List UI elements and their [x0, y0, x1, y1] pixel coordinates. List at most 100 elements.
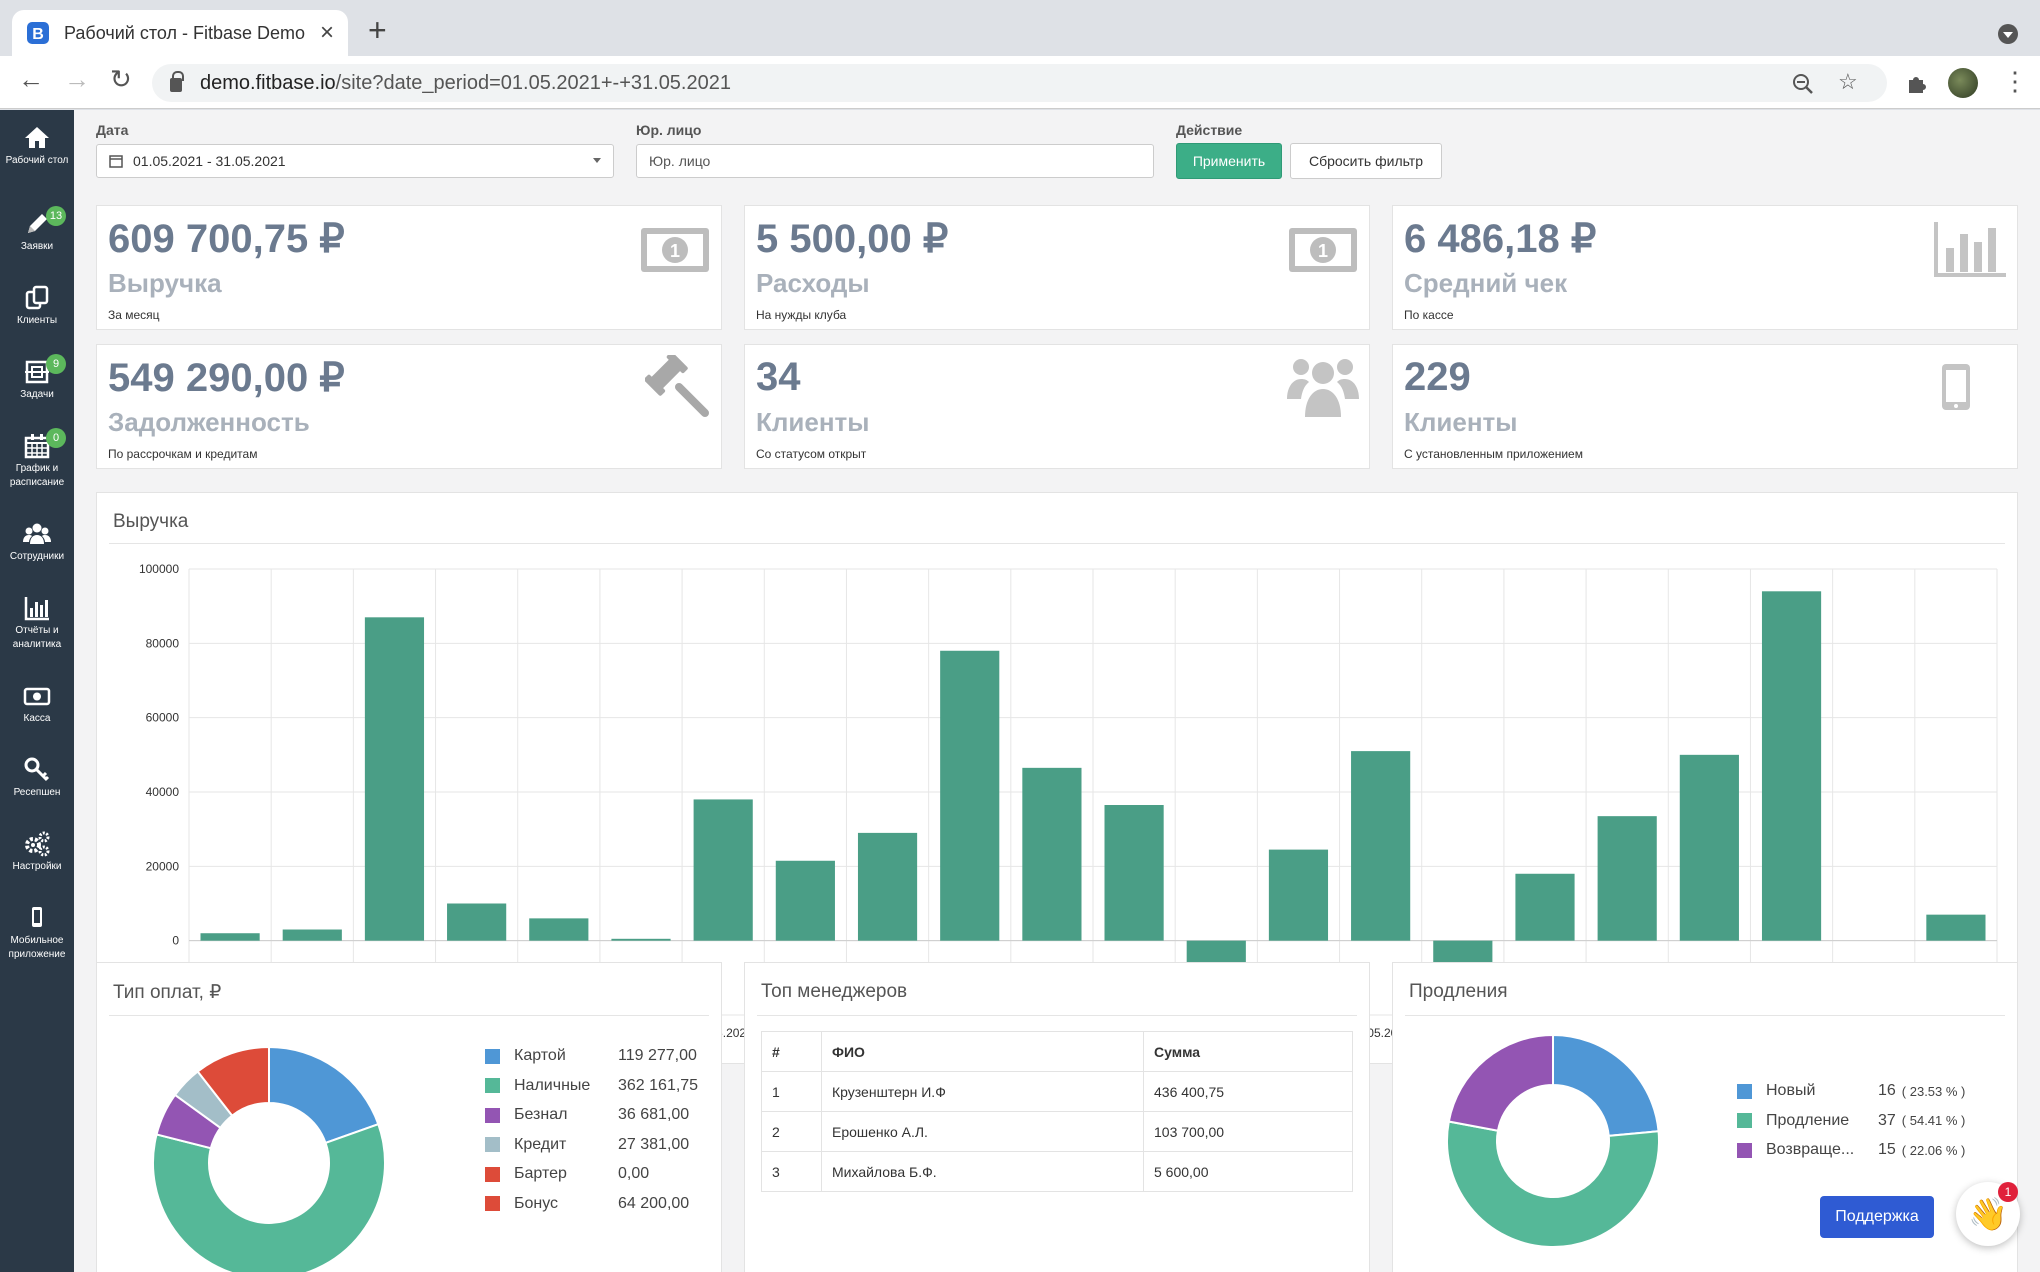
y-tick-label: 60000: [146, 711, 180, 725]
legend-label: Новый: [1766, 1082, 1816, 1099]
browser-tab[interactable]: B Рабочий стол - Fitbase Demo ×: [12, 10, 348, 56]
sidebar-item-requests[interactable]: Заявки 13: [0, 206, 74, 254]
pie-slice: [1447, 1033, 1554, 1132]
table-row: 2 Ерошенко А.Л. 103 700,00: [761, 1111, 1353, 1152]
key-icon: [24, 757, 50, 782]
kpi-label: Выручка: [108, 268, 222, 298]
action-label: Действие: [1176, 122, 1243, 138]
url-host: demo.fitbase.io: [200, 71, 336, 94]
legend-swatch: [485, 1078, 500, 1093]
legend-item[interactable]: Продление 37 ( 54.41 % ): [1737, 1108, 1965, 1134]
pie-slice: [1446, 1120, 1660, 1248]
sidebar-item-settings[interactable]: Настройки: [0, 830, 74, 874]
sidebar-badge: 9: [46, 354, 66, 374]
support-button[interactable]: Поддержка: [1820, 1196, 1934, 1238]
profile-avatar[interactable]: [1948, 68, 1978, 98]
legend-swatch: [1737, 1083, 1752, 1099]
gears-icon: [25, 831, 50, 857]
bookmark-star-icon[interactable]: ☆: [1838, 69, 1858, 94]
sidebar-item-cashbox[interactable]: Касса: [0, 682, 74, 726]
legend-item[interactable]: Возвраще... 15 ( 22.06 % ): [1737, 1137, 1965, 1163]
bar: [1926, 914, 1986, 941]
tab-search-icon[interactable]: [1998, 24, 2018, 44]
legend-label: Безнал: [514, 1106, 568, 1123]
zoom-icon[interactable]: [1792, 73, 1814, 95]
calendar-icon: [109, 155, 123, 168]
users-icon: [23, 523, 51, 544]
money-icon: [23, 687, 51, 706]
sidebar-item-label: Заявки: [20, 241, 54, 252]
sidebar-badge: 0: [46, 428, 66, 448]
bar-chart-icon: [1934, 222, 2006, 277]
bar-chart-icon: [24, 597, 49, 621]
sidebar-item-clients[interactable]: Клиенты: [0, 284, 74, 328]
divider: [109, 543, 2005, 544]
sidebar-item-label: Мобильное приложение: [8, 935, 66, 960]
divider: [757, 1015, 1357, 1016]
mobile-icon: [32, 907, 42, 927]
sidebar-item-dashboard[interactable]: Рабочий стол: [0, 124, 74, 168]
sidebar-item-reports[interactable]: Отчёты и аналитика: [0, 594, 74, 652]
legend-item[interactable]: Наличные 362 161,75: [485, 1073, 698, 1099]
back-icon[interactable]: ←: [18, 64, 44, 94]
legend-item[interactable]: Безнал 36 681,00: [485, 1102, 689, 1128]
kpi-card-clients-app: 229 Клиенты С установленным приложением: [1392, 344, 2018, 469]
payment-types-panel: Тип оплат, ₽ Картой 119 277,00 Наличные 362…: [96, 962, 722, 1272]
bar: [529, 918, 589, 941]
pie-slice: [196, 1045, 270, 1118]
sidebar-item-schedule[interactable]: График и расписание 0: [0, 428, 74, 490]
legend-item[interactable]: Бартер 0,00: [485, 1161, 649, 1187]
legend-percent: ( 54.41 % ): [1901, 1113, 1966, 1128]
table-row: 3 Михайлова Б.Ф. 5 600,00: [761, 1151, 1353, 1192]
extensions-icon[interactable]: [1906, 72, 1928, 94]
url-path: /site?date_period=01.05.2021+-+31.05.202…: [335, 71, 731, 94]
pie-slice: [268, 1045, 380, 1145]
table-header-row: # ФИО Сумма: [761, 1031, 1353, 1072]
sidebar-item-label: Рабочий стол: [5, 155, 69, 166]
divider: [1405, 1015, 2005, 1016]
kpi-subtitle: За месяц: [108, 308, 160, 322]
table-cell: 3: [761, 1151, 822, 1192]
browser-menu-icon[interactable]: ⋮: [2002, 66, 2028, 96]
kpi-label: Клиенты: [1404, 407, 1518, 437]
tab-close-icon[interactable]: ×: [319, 19, 334, 46]
legend-item[interactable]: Новый 16 ( 23.53 % ): [1737, 1078, 1965, 1104]
legend-label: Бартер: [514, 1165, 567, 1182]
legend-label: Картой: [514, 1047, 566, 1064]
forward-icon[interactable]: →: [64, 64, 90, 94]
reload-icon[interactable]: ↻: [110, 64, 132, 94]
chat-widget-button[interactable]: 👋 1: [1956, 1182, 2020, 1246]
address-bar[interactable]: demo.fitbase.io/site?date_period=01.05.2…: [152, 64, 1887, 102]
entity-input[interactable]: Юр. лицо: [636, 144, 1154, 178]
legend-value: 362 161,75: [618, 1076, 699, 1094]
legend-item[interactable]: Картой 119 277,00: [485, 1043, 697, 1069]
y-tick-label: 100000: [139, 562, 179, 576]
bar: [200, 933, 260, 941]
kpi-card-debt: 549 290,00 ₽ Задолженность По рассрочкам…: [96, 344, 722, 469]
mobile-icon: [1942, 364, 1970, 410]
date-range-picker[interactable]: 01.05.2021 - 31.05.2021: [96, 144, 614, 178]
legend-swatch: [485, 1196, 500, 1211]
sidebar-item-tasks[interactable]: Задачи 9: [0, 354, 74, 402]
sidebar-item-reception[interactable]: Ресепшен: [0, 756, 74, 800]
new-tab-button[interactable]: +: [368, 12, 387, 48]
tasks-icon: [25, 360, 49, 384]
kpi-label: Задолженность: [108, 407, 310, 437]
apply-button[interactable]: Применить: [1176, 143, 1282, 179]
kpi-label: Средний чек: [1404, 268, 1568, 298]
sidebar-item-label: График и расписание: [9, 463, 65, 488]
svg-text:B: B: [32, 26, 44, 43]
notification-badge: 1: [1998, 1182, 2018, 1202]
gavel-icon: [645, 355, 709, 417]
legend-item[interactable]: Кредит 27 381,00: [485, 1132, 689, 1158]
reset-filter-button[interactable]: Сбросить фильтр: [1290, 143, 1442, 179]
sidebar-item-staff[interactable]: Сотрудники: [0, 520, 74, 564]
kpi-value: 34: [756, 355, 801, 399]
sidebar-item-mobile-app[interactable]: Мобильное приложение: [0, 904, 74, 962]
main-content: Дата 01.05.2021 - 31.05.2021 Юр. лицо Юр…: [74, 110, 2040, 1272]
bar: [364, 617, 425, 941]
legend-percent: ( 22.06 % ): [1901, 1142, 1966, 1158]
bar: [447, 903, 507, 941]
legend-swatch: [1737, 1142, 1752, 1158]
legend-item[interactable]: Бонус 64 200,00: [485, 1191, 689, 1217]
